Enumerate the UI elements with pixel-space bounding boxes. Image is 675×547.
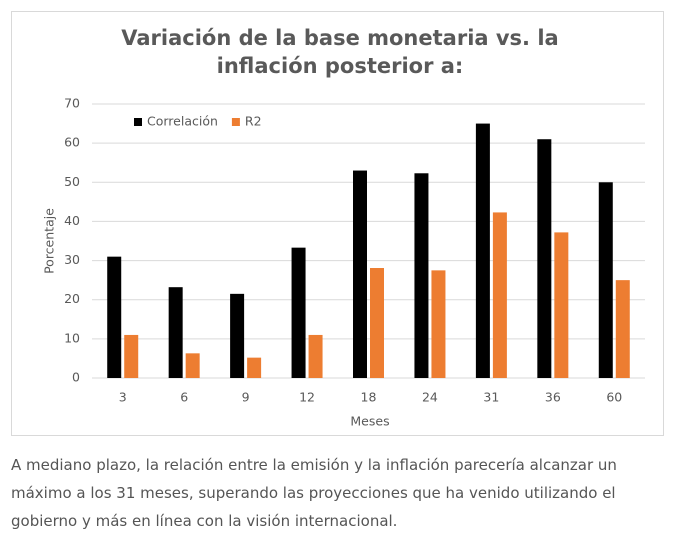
x-tick-label: 31 <box>483 390 499 405</box>
bar <box>615 280 630 378</box>
x-tick-label: 12 <box>299 390 315 405</box>
legend-label: Correlación <box>147 114 218 129</box>
bar <box>291 247 306 378</box>
x-tick-label: 60 <box>606 390 622 405</box>
y-axis-label: Porcentaje <box>42 208 57 274</box>
x-tick-label: 6 <box>180 390 188 405</box>
bar <box>554 232 569 378</box>
y-tick-label: 10 <box>64 330 80 345</box>
y-tick-label: 40 <box>64 213 80 228</box>
y-tick-label: 30 <box>64 252 80 267</box>
bar <box>370 268 384 378</box>
x-tick-label: 36 <box>545 390 561 405</box>
y-tick-label: 60 <box>64 135 80 150</box>
bar <box>431 270 446 378</box>
bar <box>247 357 262 378</box>
chart-title: Variación de la base monetaria vs. la in… <box>121 26 559 78</box>
legend-swatch <box>134 118 142 126</box>
x-tick-label: 9 <box>242 390 250 405</box>
bar <box>107 256 122 378</box>
x-tick-label: 3 <box>119 390 127 405</box>
bar <box>230 293 245 378</box>
bar <box>168 287 183 378</box>
y-tick-label: 50 <box>64 174 80 189</box>
bar <box>124 334 139 378</box>
bar <box>308 334 323 378</box>
chart-frame <box>11 11 664 436</box>
legend-swatch <box>231 118 240 126</box>
caption: A mediano plazo, la relación entre la em… <box>11 456 617 530</box>
bar <box>185 353 200 378</box>
x-axis-label: Meses <box>350 414 389 429</box>
x-tick-label: 24 <box>422 390 438 405</box>
bar <box>414 173 429 378</box>
bar <box>537 139 552 378</box>
y-tick-label: 70 <box>64 96 80 111</box>
bar <box>492 212 507 378</box>
y-tick-label: 20 <box>64 291 80 306</box>
bar <box>353 170 367 378</box>
bar <box>475 123 490 378</box>
bar <box>598 182 613 378</box>
x-tick-label: 18 <box>361 390 377 405</box>
legend-label: R2 <box>245 114 262 129</box>
y-tick-label: 0 <box>72 370 80 385</box>
